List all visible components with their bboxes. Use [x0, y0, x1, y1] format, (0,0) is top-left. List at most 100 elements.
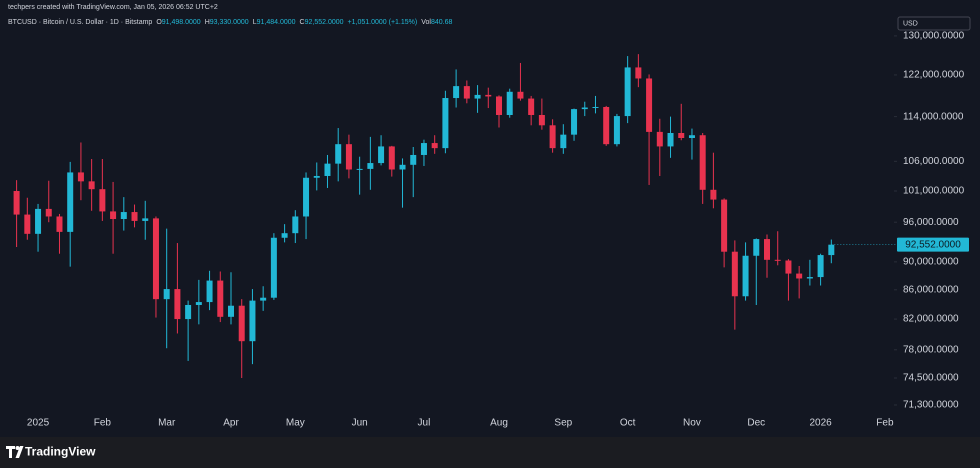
footer-bar	[0, 437, 980, 468]
y-tick-label: 78,000.0000	[903, 344, 959, 355]
candle-body	[345, 144, 352, 170]
candle-body	[721, 199, 728, 252]
candle-body	[774, 259, 781, 261]
x-tick-label: Jun	[352, 418, 368, 429]
x-tick-label: Apr	[223, 418, 239, 429]
stat-value: 91,498.0000	[162, 19, 201, 26]
candle-body	[228, 305, 234, 317]
candle-body	[35, 208, 42, 234]
candle-body	[45, 208, 52, 217]
candle-body	[99, 189, 106, 212]
candle-body	[206, 280, 213, 303]
candle-body	[753, 239, 760, 256]
candle-body	[785, 260, 792, 274]
candle-body	[410, 154, 417, 165]
y-tick-label: 101,000.0000	[903, 186, 965, 197]
candle-body	[260, 297, 267, 301]
candle-body	[335, 144, 342, 164]
volume-value: 840.68	[431, 19, 453, 26]
candle-body	[195, 302, 202, 305]
x-tick-label: Aug	[490, 418, 508, 429]
currency-box[interactable]	[897, 16, 971, 31]
x-tick-label: Feb	[876, 418, 894, 429]
candle-body	[142, 218, 149, 221]
x-tick-label: Nov	[683, 418, 701, 429]
candle-body	[174, 289, 181, 320]
candle-body	[474, 94, 481, 99]
candle-body	[710, 189, 717, 200]
candle-body	[185, 304, 192, 320]
volume-label: Vol	[421, 19, 431, 26]
symbol: BTCUSD · Bitcoin / U.S. Dollar · 1D · Bi…	[8, 19, 152, 26]
y-tick-label: 86,000.0000	[903, 284, 959, 295]
candle-body	[538, 114, 545, 126]
candle-body	[431, 143, 438, 149]
x-tick-label: 2026	[809, 418, 832, 429]
last-price-label: 92,552.0000	[905, 239, 961, 250]
candle-body	[378, 146, 385, 164]
symbol-line: BTCUSD · Bitcoin / U.S. Dollar · 1D · Bi…	[8, 19, 452, 26]
candle-body	[485, 94, 492, 97]
x-tick-label: Feb	[94, 418, 112, 429]
candle-body	[635, 67, 642, 79]
stat-value: 91,484.0000	[257, 19, 296, 26]
y-tick-label: 130,000.0000	[903, 31, 965, 42]
candle-body	[817, 255, 824, 278]
candle-body	[549, 125, 556, 149]
y-tick-label: 82,000.0000	[903, 314, 959, 325]
candle-body	[463, 86, 470, 99]
stat-label: O	[156, 19, 162, 26]
x-tick-label: Dec	[747, 418, 765, 429]
candle-body	[731, 251, 738, 297]
currency[interactable]: USD	[903, 20, 918, 27]
stat-label: H	[205, 19, 210, 26]
last-price-box	[897, 237, 969, 252]
candle-body	[399, 164, 406, 170]
candle-body	[613, 116, 620, 145]
candle-body	[388, 146, 395, 170]
candle-body	[356, 168, 363, 170]
footer-logo	[6, 446, 24, 458]
candle-body	[249, 300, 256, 342]
candle-body	[420, 143, 427, 155]
candle-body	[796, 273, 803, 279]
candle-body	[131, 212, 138, 221]
candle-body	[624, 67, 631, 117]
y-tick-label: 106,000.0000	[903, 156, 965, 167]
candle-body	[292, 216, 299, 234]
brand: TradingView	[25, 445, 96, 459]
y-tick-label: 114,000.0000	[903, 111, 964, 122]
credit: techpers created with TradingView.com, J…	[8, 4, 218, 11]
candle-body	[646, 78, 653, 132]
candle-body	[77, 172, 84, 182]
candle-body	[506, 91, 513, 115]
candle-body	[453, 86, 460, 99]
candle-body	[806, 277, 813, 279]
y-tick-label: 96,000.0000	[903, 217, 959, 228]
stat-label: C	[300, 19, 305, 26]
candle-body	[603, 106, 610, 145]
candle-body	[367, 163, 374, 169]
candle-body	[528, 98, 535, 115]
candle-body	[828, 244, 835, 256]
candle-body	[313, 175, 320, 178]
candle-body	[270, 237, 277, 298]
candle-body	[496, 96, 502, 115]
candle-body	[281, 233, 288, 238]
candle-body	[592, 106, 599, 108]
candle-body	[303, 177, 310, 217]
x-tick-label: May	[286, 418, 305, 429]
candle-body	[217, 280, 224, 317]
candle-body	[238, 305, 245, 342]
candle-body	[110, 211, 117, 220]
candle-body	[571, 109, 578, 135]
stat-value: 92,552.0000	[305, 19, 344, 26]
y-tick-label: 122,000.0000	[903, 70, 965, 81]
candle-body	[152, 218, 159, 300]
y-tick-label: 71,300.0000	[903, 400, 959, 411]
candle-body	[120, 212, 127, 220]
x-tick-label: Mar	[158, 418, 176, 429]
y-tick-label: 74,500.0000	[903, 373, 959, 384]
